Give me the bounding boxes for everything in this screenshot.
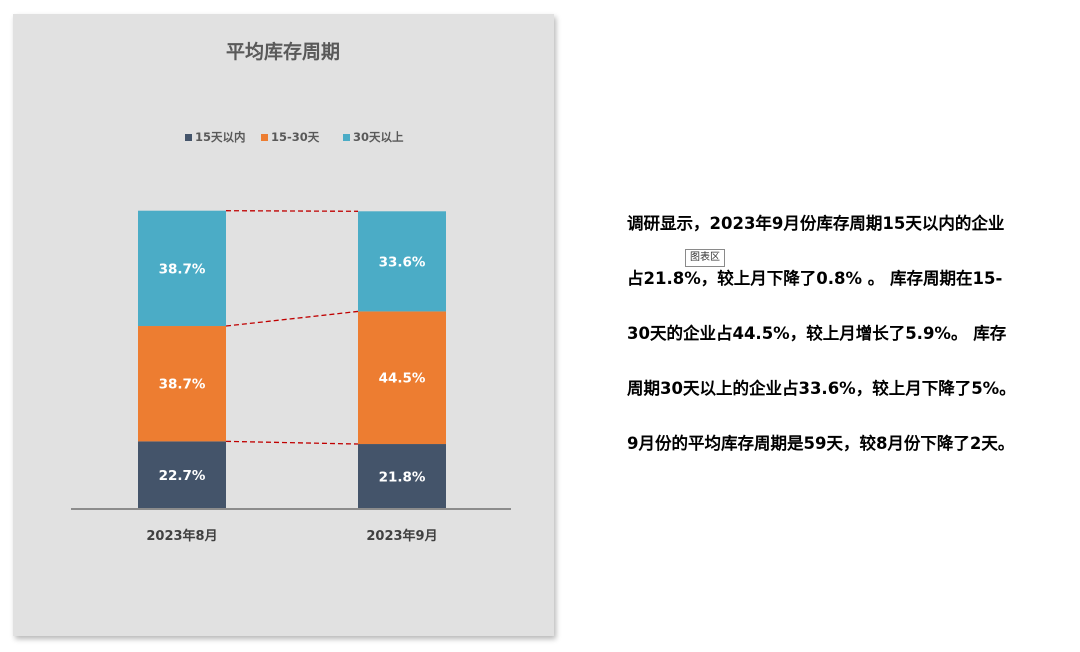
chart-legend: 15天以内 15-30天 30天以上 xyxy=(185,130,404,144)
legend-item: 15天以内 xyxy=(185,130,246,144)
x-tick-label: 2023年9月 xyxy=(366,528,437,544)
bar-segment xyxy=(138,210,226,327)
series-line xyxy=(225,310,359,327)
chart-area-tooltip: 图表区 xyxy=(685,249,725,267)
data-label: 38.7% xyxy=(159,261,206,277)
summary-line: 调研显示，2023年9月份库存周期15天以内的企业 xyxy=(627,214,1005,233)
data-label: 38.7% xyxy=(159,377,206,393)
legend-swatch xyxy=(343,134,350,141)
data-label: 44.5% xyxy=(379,371,426,387)
bar-segment xyxy=(138,326,226,442)
chart-title: 平均库存周期 xyxy=(226,40,340,63)
bars: 22.7% 38.7% 38.7% 21.8% 44.5% 33.6% xyxy=(138,210,446,509)
bar-segment xyxy=(358,211,446,312)
legend-item: 30天以上 xyxy=(343,130,404,144)
x-tick-label: 2023年8月 xyxy=(146,528,217,544)
data-label: 21.8% xyxy=(379,470,426,486)
legend-item: 15-30天 xyxy=(261,130,320,144)
bar-segment xyxy=(358,311,446,445)
x-axis-tick-labels: 2023年8月 2023年9月 xyxy=(146,528,437,544)
summary-text: 调研显示，2023年9月份库存周期15天以内的企业 占21.8%，较上月下降了0… xyxy=(627,196,1077,471)
legend-label: 30天以上 xyxy=(353,130,404,144)
data-label: 33.6% xyxy=(379,254,426,270)
legend-label: 15天以内 xyxy=(195,130,246,144)
series-line xyxy=(225,440,359,445)
stacked-bar-chart: 平均库存周期 15天以内 15-30天 30天以上 22.7%38.7%38.7%2… xyxy=(71,40,511,544)
chart-area[interactable]: 平均库存周期 15天以内 15-30天 30天以上 22.7% 38.7% 38.7% 2… xyxy=(13,14,554,636)
bar-segment xyxy=(358,444,446,509)
bar-segment xyxy=(138,441,226,509)
data-label: 22.7% xyxy=(159,468,206,484)
legend-swatch xyxy=(185,134,192,141)
summary-line: 占21.8%，较上月下降了0.8% 。 库存周期在15- xyxy=(627,269,1003,288)
legend-label: 15-30天 xyxy=(271,130,320,144)
series-line xyxy=(225,210,359,212)
summary-line: 周期30天以上的企业占33.6%，较上月下降了5%。 xyxy=(627,379,1016,398)
legend-swatch xyxy=(261,134,268,141)
series-lines xyxy=(225,210,359,445)
summary-line: 30天的企业占44.5%，较上月增长了5.9%。 库存 xyxy=(627,324,1007,343)
summary-line: 9月份的平均库存周期是59天，较8月份下降了2天。 xyxy=(627,434,1015,453)
